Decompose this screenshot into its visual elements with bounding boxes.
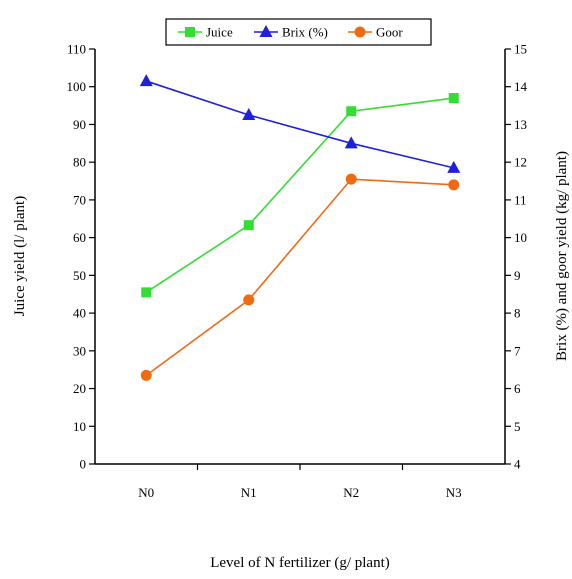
- series-line: [145, 178, 454, 376]
- series-2: [140, 173, 460, 381]
- x-tick-label: N1: [241, 485, 257, 500]
- y-left-tick-label: 110: [67, 42, 86, 57]
- y-right-tick-label: 14: [514, 79, 528, 94]
- data-point: [448, 179, 460, 191]
- legend-label: Juice: [206, 25, 233, 40]
- y-left-tick-label: 70: [73, 192, 86, 207]
- plot-area: [95, 49, 505, 464]
- data-point: [243, 294, 255, 306]
- data-point: [345, 173, 357, 185]
- series-1: [139, 74, 461, 173]
- y-right-tick-label: 5: [514, 419, 521, 434]
- y-right-tick-label: 11: [514, 192, 527, 207]
- legend-marker: [354, 26, 366, 38]
- legend-box: [165, 18, 432, 46]
- y-axis-right-label: Brix (%) and goor yield (kg/ plant): [554, 151, 570, 361]
- x-axis-label: Level of N fertilizer (g/ plant): [210, 555, 390, 571]
- axes: 0 10 20 30 40 50 60 70 80 90 100 110 4 5 6 7 8 9 10 11 12 13 1…: [67, 42, 528, 501]
- y-left-tick-label: 90: [73, 117, 86, 132]
- y-right-tick-label: 13: [514, 117, 527, 132]
- data-point: [344, 136, 358, 149]
- x-tick-label: N0: [138, 485, 154, 500]
- legend-item: Brix (%): [254, 25, 328, 40]
- legend-marker: [259, 25, 273, 37]
- y-left-tick-label: 10: [73, 419, 86, 434]
- y-left-tick-label: 60: [73, 230, 86, 245]
- legend-items: Juice Brix (%) Goor: [178, 25, 403, 40]
- y-right-tick-label: 6: [514, 381, 521, 396]
- y-right-tick-label: 9: [514, 268, 521, 283]
- y-left-tick-label: 20: [73, 381, 86, 396]
- legend-marker: [185, 27, 195, 37]
- data-point: [139, 74, 153, 87]
- legend-item: Goor: [348, 25, 403, 40]
- y-right-tick-label: 10: [514, 230, 527, 245]
- y-right-tick-label: 15: [514, 42, 527, 57]
- data-point: [140, 369, 152, 381]
- x-tick-label: N3: [446, 485, 462, 500]
- y-left-tick-label: 40: [73, 306, 86, 321]
- legend: Juice Brix (%) Goor: [165, 18, 432, 46]
- y-axis-left-label: Juice yield (l/ plant): [12, 196, 28, 316]
- y-right-tick-label: 12: [514, 155, 527, 170]
- y-right-tick-label: 7: [514, 343, 521, 358]
- y-right-tick-label: 4: [514, 457, 521, 472]
- y-right-tick-label: 8: [514, 306, 521, 321]
- legend-item: Juice: [178, 25, 233, 40]
- series-line: [145, 80, 454, 169]
- y-left-tick-label: 80: [73, 155, 86, 170]
- data-point: [141, 287, 152, 298]
- series-layer: [139, 74, 461, 381]
- data-point: [448, 93, 459, 104]
- legend-label: Goor: [376, 25, 403, 40]
- series-line: [145, 97, 454, 294]
- y-left-tick-label: 50: [73, 268, 86, 283]
- y-left-tick-label: 100: [67, 79, 87, 94]
- data-point: [447, 160, 461, 173]
- x-tick-label: N2: [343, 485, 359, 500]
- legend-label: Brix (%): [282, 25, 328, 40]
- y-left-tick-label: 30: [73, 343, 86, 358]
- data-point: [346, 106, 357, 117]
- series-0: [141, 93, 459, 298]
- data-point: [242, 108, 256, 121]
- y-left-tick-label: 0: [80, 457, 87, 472]
- data-point: [243, 220, 254, 231]
